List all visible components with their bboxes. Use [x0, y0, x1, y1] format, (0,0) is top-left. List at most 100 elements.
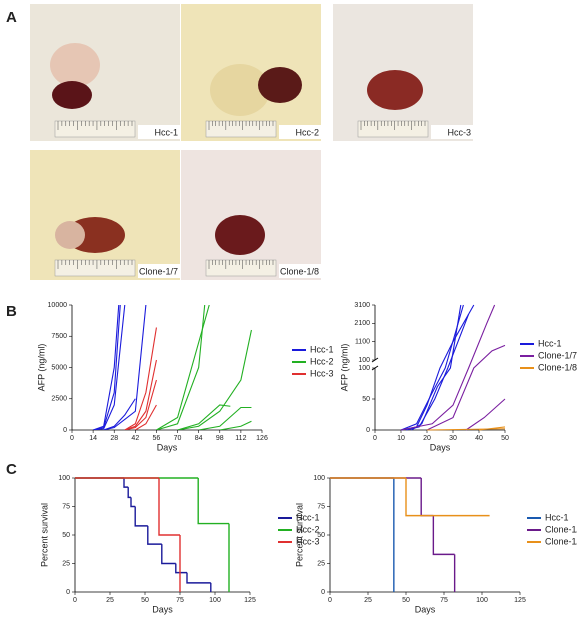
- survival-step: [197, 478, 229, 525]
- x-tick-label: 70: [174, 435, 182, 442]
- plot-area: [92, 305, 252, 430]
- tissue: [210, 64, 270, 116]
- survival-step: [130, 497, 136, 508]
- data-line: [135, 404, 157, 430]
- tissue: [50, 43, 100, 87]
- y-tick-label: 0: [66, 589, 70, 596]
- y-tick-label: 5000: [51, 364, 67, 371]
- data-line: [124, 359, 157, 430]
- x-tick-label: 28: [110, 435, 118, 442]
- photo: [30, 150, 180, 280]
- y-tick-label: 50: [317, 532, 325, 539]
- survival-step: [186, 572, 211, 584]
- x-axis-label: Days: [157, 442, 178, 452]
- x-tick-label: 98: [216, 435, 224, 442]
- data-line: [478, 426, 506, 431]
- x-tick-label: 25: [106, 597, 114, 604]
- y-tick-label: 2500: [51, 396, 67, 403]
- y-tick-label: 10000: [48, 302, 68, 309]
- legend-label: Clone-1/7: [545, 524, 577, 534]
- legend-label: Hcc-2: [310, 356, 334, 366]
- data-line: [156, 305, 210, 430]
- data-line: [177, 404, 231, 430]
- survival-step: [405, 478, 490, 517]
- x-tick-label: 0: [70, 435, 74, 442]
- legend-label: Hcc-1: [538, 338, 562, 348]
- y-tick-label: 50: [362, 396, 370, 403]
- x-tick-label: 75: [176, 597, 184, 604]
- survival-step: [420, 478, 434, 517]
- tissue: [258, 67, 302, 103]
- photo-label: Hcc-3: [447, 127, 471, 137]
- legend-label: Hcc-1: [296, 512, 320, 522]
- photo-label: Hcc-1: [154, 127, 178, 137]
- x-tick-label: 125: [514, 597, 526, 604]
- ruler: [54, 259, 136, 277]
- y-tick-label: 25: [62, 560, 70, 567]
- survival-step: [161, 544, 176, 565]
- legend-label: Hcc-2: [296, 524, 320, 534]
- legend-label: Hcc-1: [310, 344, 334, 354]
- ruler: [357, 120, 429, 138]
- x-tick-label: 100: [476, 597, 488, 604]
- y-axis-label: Percent survival: [294, 503, 304, 567]
- plot-area: [400, 304, 506, 431]
- data-line: [177, 329, 252, 430]
- x-tick-label: 126: [256, 435, 268, 442]
- survival-step: [175, 563, 187, 574]
- label-bg: [138, 125, 180, 139]
- y-tick-label: 0: [63, 427, 67, 434]
- legend-label: Clone-1/8: [538, 362, 577, 372]
- data-line: [219, 420, 252, 430]
- x-axis-label: Days: [430, 442, 451, 452]
- y-axis-label: AFP (ng/ml): [339, 344, 349, 392]
- data-line: [103, 398, 136, 430]
- y-tick-label: 100: [358, 357, 370, 364]
- y-tick-label: 25: [317, 560, 325, 567]
- y-axis-label: AFP (ng/ml): [36, 344, 46, 392]
- x-tick-label: 0: [373, 435, 377, 442]
- y-tick-label: 100: [313, 475, 325, 482]
- data-line: [93, 305, 126, 430]
- label-bg: [279, 264, 321, 278]
- x-tick-label: 125: [244, 597, 256, 604]
- x-tick-label: 0: [328, 597, 332, 604]
- data-line: [198, 406, 252, 430]
- survival-step: [158, 478, 180, 536]
- data-line: [103, 305, 147, 430]
- data-line: [400, 304, 475, 431]
- survival-step: [432, 515, 455, 556]
- survival-step: [123, 478, 129, 488]
- x-tick-label: 0: [73, 597, 77, 604]
- x-tick-label: 14: [89, 435, 97, 442]
- ruler: [205, 259, 277, 277]
- data-line: [92, 305, 121, 430]
- y-tick-label: 75: [62, 503, 70, 510]
- x-tick-label: 50: [141, 597, 149, 604]
- ruler: [205, 120, 277, 138]
- tissue: [215, 215, 265, 255]
- x-axis-label: Days: [152, 604, 173, 614]
- legend-label: Hcc-3: [296, 536, 320, 546]
- label-bg: [138, 264, 180, 278]
- y-axis-label: Percent survival: [39, 503, 49, 567]
- data-line: [400, 304, 496, 431]
- data-line: [156, 305, 206, 430]
- data-line: [426, 344, 506, 431]
- photo-label: Clone-1/7: [139, 266, 178, 276]
- legend-label: Clone-1/7: [538, 350, 577, 360]
- panel-label: B: [6, 303, 17, 320]
- survival-step: [127, 487, 131, 499]
- x-tick-label: 75: [440, 597, 448, 604]
- data-line: [124, 327, 157, 430]
- x-tick-label: 84: [195, 435, 203, 442]
- data-line: [124, 379, 157, 430]
- panel-label: C: [6, 461, 17, 478]
- ruler: [54, 120, 136, 138]
- survival-step: [147, 525, 162, 545]
- x-tick-label: 42: [131, 435, 139, 442]
- data-line: [92, 305, 120, 430]
- x-tick-label: 30: [449, 435, 457, 442]
- x-tick-label: 56: [153, 435, 161, 442]
